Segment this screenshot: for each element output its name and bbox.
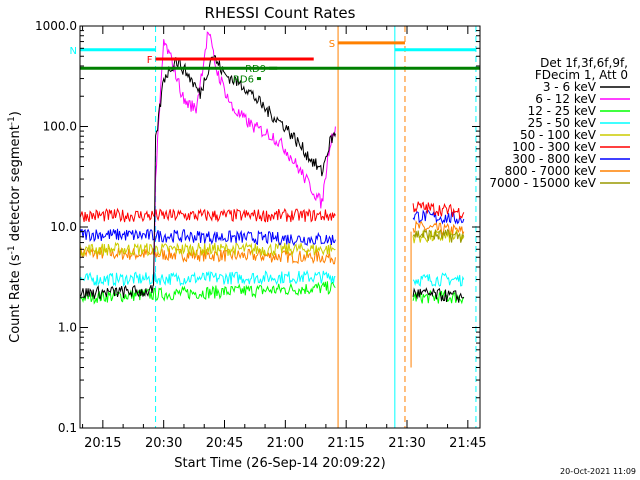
legend-label-100-300-kev: 100 - 300 keV: [512, 140, 596, 154]
generation-timestamp: 20-Oct-2021 11:09: [560, 467, 636, 476]
y-tick-label: 1.0: [58, 321, 77, 335]
series-line-50-100-kev: [80, 241, 336, 258]
y-axis-label: Count Rate (s-1 detector segment-1): [7, 111, 23, 343]
chart-title: RHESSI Count Rates: [205, 4, 356, 22]
legend-label-50-100-kev: 50 - 100 keV: [520, 128, 597, 142]
legend-label-25-50-kev: 25 - 50 keV: [528, 116, 597, 130]
x-axis-label: Start Time (26-Sep-14 20:09:22): [174, 456, 385, 471]
legend: Det 1f,3f,6f,9f, FDecim 1, Att 0 3 - 6 k…: [489, 56, 630, 190]
series-line-300-800-kev: [80, 228, 336, 247]
legend-label-800-7000-kev: 800 - 7000 keV: [505, 164, 597, 178]
series-line-6-12-kev: [153, 31, 336, 286]
y-tick-label: 1000.0: [35, 19, 77, 33]
plot-frame: [79, 25, 481, 429]
y-tick-label: 100.0: [43, 120, 77, 134]
legend-label-7000-15000-kev: 7000 - 15000 keV: [489, 176, 596, 190]
series-line-12-25-kev-after-gap: [412, 289, 465, 305]
y-tick-label: 0.1: [58, 421, 77, 435]
series-line-3-6-kev: [80, 55, 336, 300]
x-tick-label: 20:30: [145, 436, 182, 451]
flag-label-n: N: [70, 46, 77, 57]
legend-label-12-25-kev: 12 - 25 keV: [528, 104, 597, 118]
x-tick-label: 21:30: [388, 436, 425, 451]
x-tick-label: 20:15: [84, 436, 121, 451]
series-line-800-7000-kev: [80, 246, 336, 265]
series-line-300-800-kev-after-gap: [412, 209, 465, 225]
series-layer: [80, 31, 465, 368]
flag-label-f: F: [147, 55, 153, 66]
series-line-25-50-kev-after-gap: [412, 272, 465, 287]
series-line-25-50-kev: [80, 269, 336, 287]
flag-vertical-lines: [79, 26, 477, 428]
flag-label-rd6: RD6: [233, 75, 254, 86]
series-line-12-25-kev: [80, 281, 336, 305]
legend-label-6-12-kev: 6 - 12 keV: [535, 92, 597, 106]
series-line-3-6-kev-after-gap: [412, 287, 465, 303]
y-axis-ticks: 0.1 1.0 10.0 100.0 1000.0: [35, 19, 480, 435]
legend-label-3-6-kev: 3 - 6 keV: [543, 80, 597, 94]
x-tick-label: 20:45: [206, 436, 243, 451]
y-tick-label: 10.0: [50, 220, 77, 234]
x-axis-ticks: 20:15 20:30 20:45 21:00 21:15 21:30 21:45: [82, 26, 487, 451]
legend-header-line-2: FDecim 1, Att 0: [535, 68, 628, 82]
legend-label-300-800-kev: 300 - 800 keV: [512, 152, 596, 166]
x-tick-label: 21:45: [449, 436, 486, 451]
flag-label-rd9: RD9: [245, 64, 266, 75]
x-tick-label: 21:15: [327, 436, 364, 451]
series-line-100-300-kev-after-gap: [412, 201, 465, 221]
series-line-800-7000-kev-after-gap: [412, 219, 465, 238]
flag-label-s: S: [329, 39, 335, 50]
x-tick-label: 21:00: [267, 436, 304, 451]
series-line-7000-15000-kev-after-gap: [412, 228, 465, 243]
series-line-100-300-kev: [80, 207, 336, 223]
legend-header-line-1: Det 1f,3f,6f,9f,: [540, 56, 628, 70]
